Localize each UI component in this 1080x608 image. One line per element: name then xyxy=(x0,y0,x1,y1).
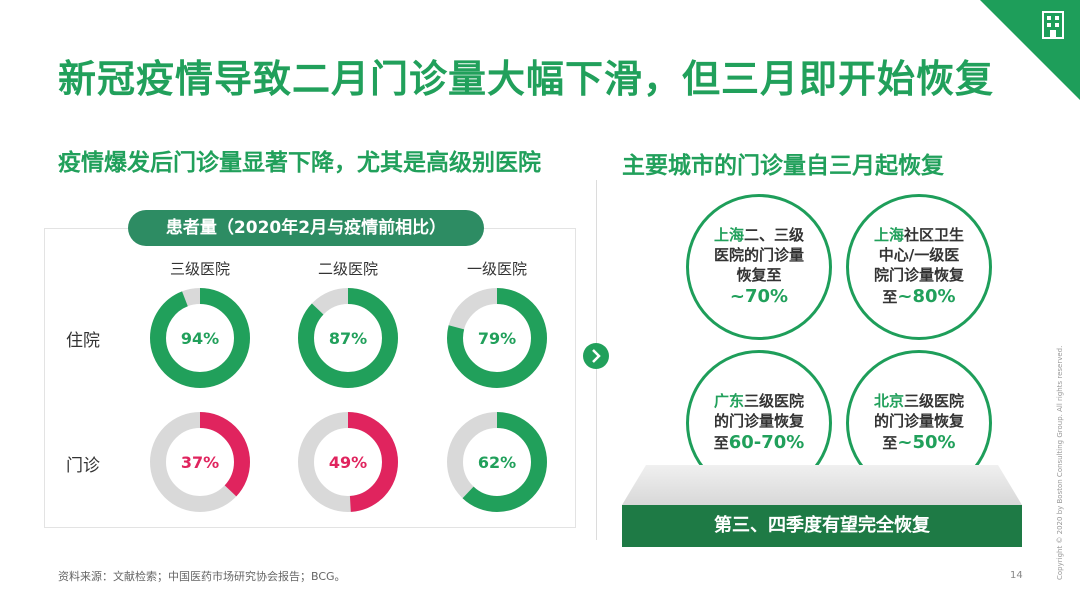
donut-arc-outpatient-tier2 xyxy=(298,412,398,512)
donut-arc-outpatient-tier1 xyxy=(447,412,547,512)
recovery-value: 60-70% xyxy=(728,432,805,453)
donut-arc-inpatient-tier3 xyxy=(150,288,250,388)
column-header-tier3: 三级医院 xyxy=(169,260,230,278)
column-header-tier2: 二级医院 xyxy=(317,260,378,278)
city-name: 上海 xyxy=(713,226,744,244)
donut-arc-inpatient-tier1 xyxy=(447,288,547,388)
recovery-circle-shanghai-community: 上海社区卫生 中心/一级医 院门诊量恢复 至~80% xyxy=(846,194,992,340)
donut-label-outpatient-tier1: 62% xyxy=(478,453,516,472)
podium-platform xyxy=(622,465,1022,505)
donut-label-outpatient-tier2: 49% xyxy=(329,453,367,472)
recovery-value: ~70% xyxy=(729,286,789,307)
source-note: 资料来源：文献检索；中国医药市场研究协会报告；BCG。 xyxy=(58,570,346,583)
city-name: 上海 xyxy=(873,226,904,244)
page-number: 14 xyxy=(1010,570,1023,581)
donut-chart: 94% 87% 79% 37% 49% 62% xyxy=(150,288,547,512)
chevron-right-icon xyxy=(583,343,609,369)
city-name: 广东 xyxy=(713,392,744,410)
page-title: 新冠疫情导致二月门诊量大幅下滑，但三月即开始恢复 xyxy=(58,57,995,101)
recovery-circle-shanghai-tier23: 上海二、三级 医院的门诊量 恢复至 ~70% xyxy=(686,194,832,340)
row-label-outpatient: 门诊 xyxy=(66,456,100,476)
row-label-inpatient: 住院 xyxy=(66,331,100,351)
recovery-value: ~80% xyxy=(897,286,956,307)
recovery-value: ~50% xyxy=(897,432,956,453)
donut-label-inpatient-tier3: 94% xyxy=(181,329,219,348)
donut-label-outpatient-tier3: 37% xyxy=(181,453,219,472)
donut-arc-outpatient-tier3 xyxy=(150,412,250,512)
patient-volume-pill: 患者量（2020年2月与疫情前相比） xyxy=(128,210,484,246)
city-name: 北京 xyxy=(873,392,904,410)
left-subtitle: 疫情爆发后门诊量显著下降，尤其是高级别医院 xyxy=(58,150,541,176)
column-header-tier1: 一级医院 xyxy=(466,260,527,278)
donut-arc-inpatient-tier2 xyxy=(298,288,398,388)
building-icon xyxy=(1042,11,1064,39)
donut-label-inpatient-tier1: 79% xyxy=(478,329,516,348)
copyright-note: Copyright © 2020 by Boston Consulting Gr… xyxy=(1056,345,1064,580)
donut-label-inpatient-tier2: 87% xyxy=(329,329,367,348)
full-recovery-banner: 第三、四季度有望完全恢复 xyxy=(622,505,1022,547)
right-subtitle: 主要城市的门诊量自三月起恢复 xyxy=(622,153,944,179)
